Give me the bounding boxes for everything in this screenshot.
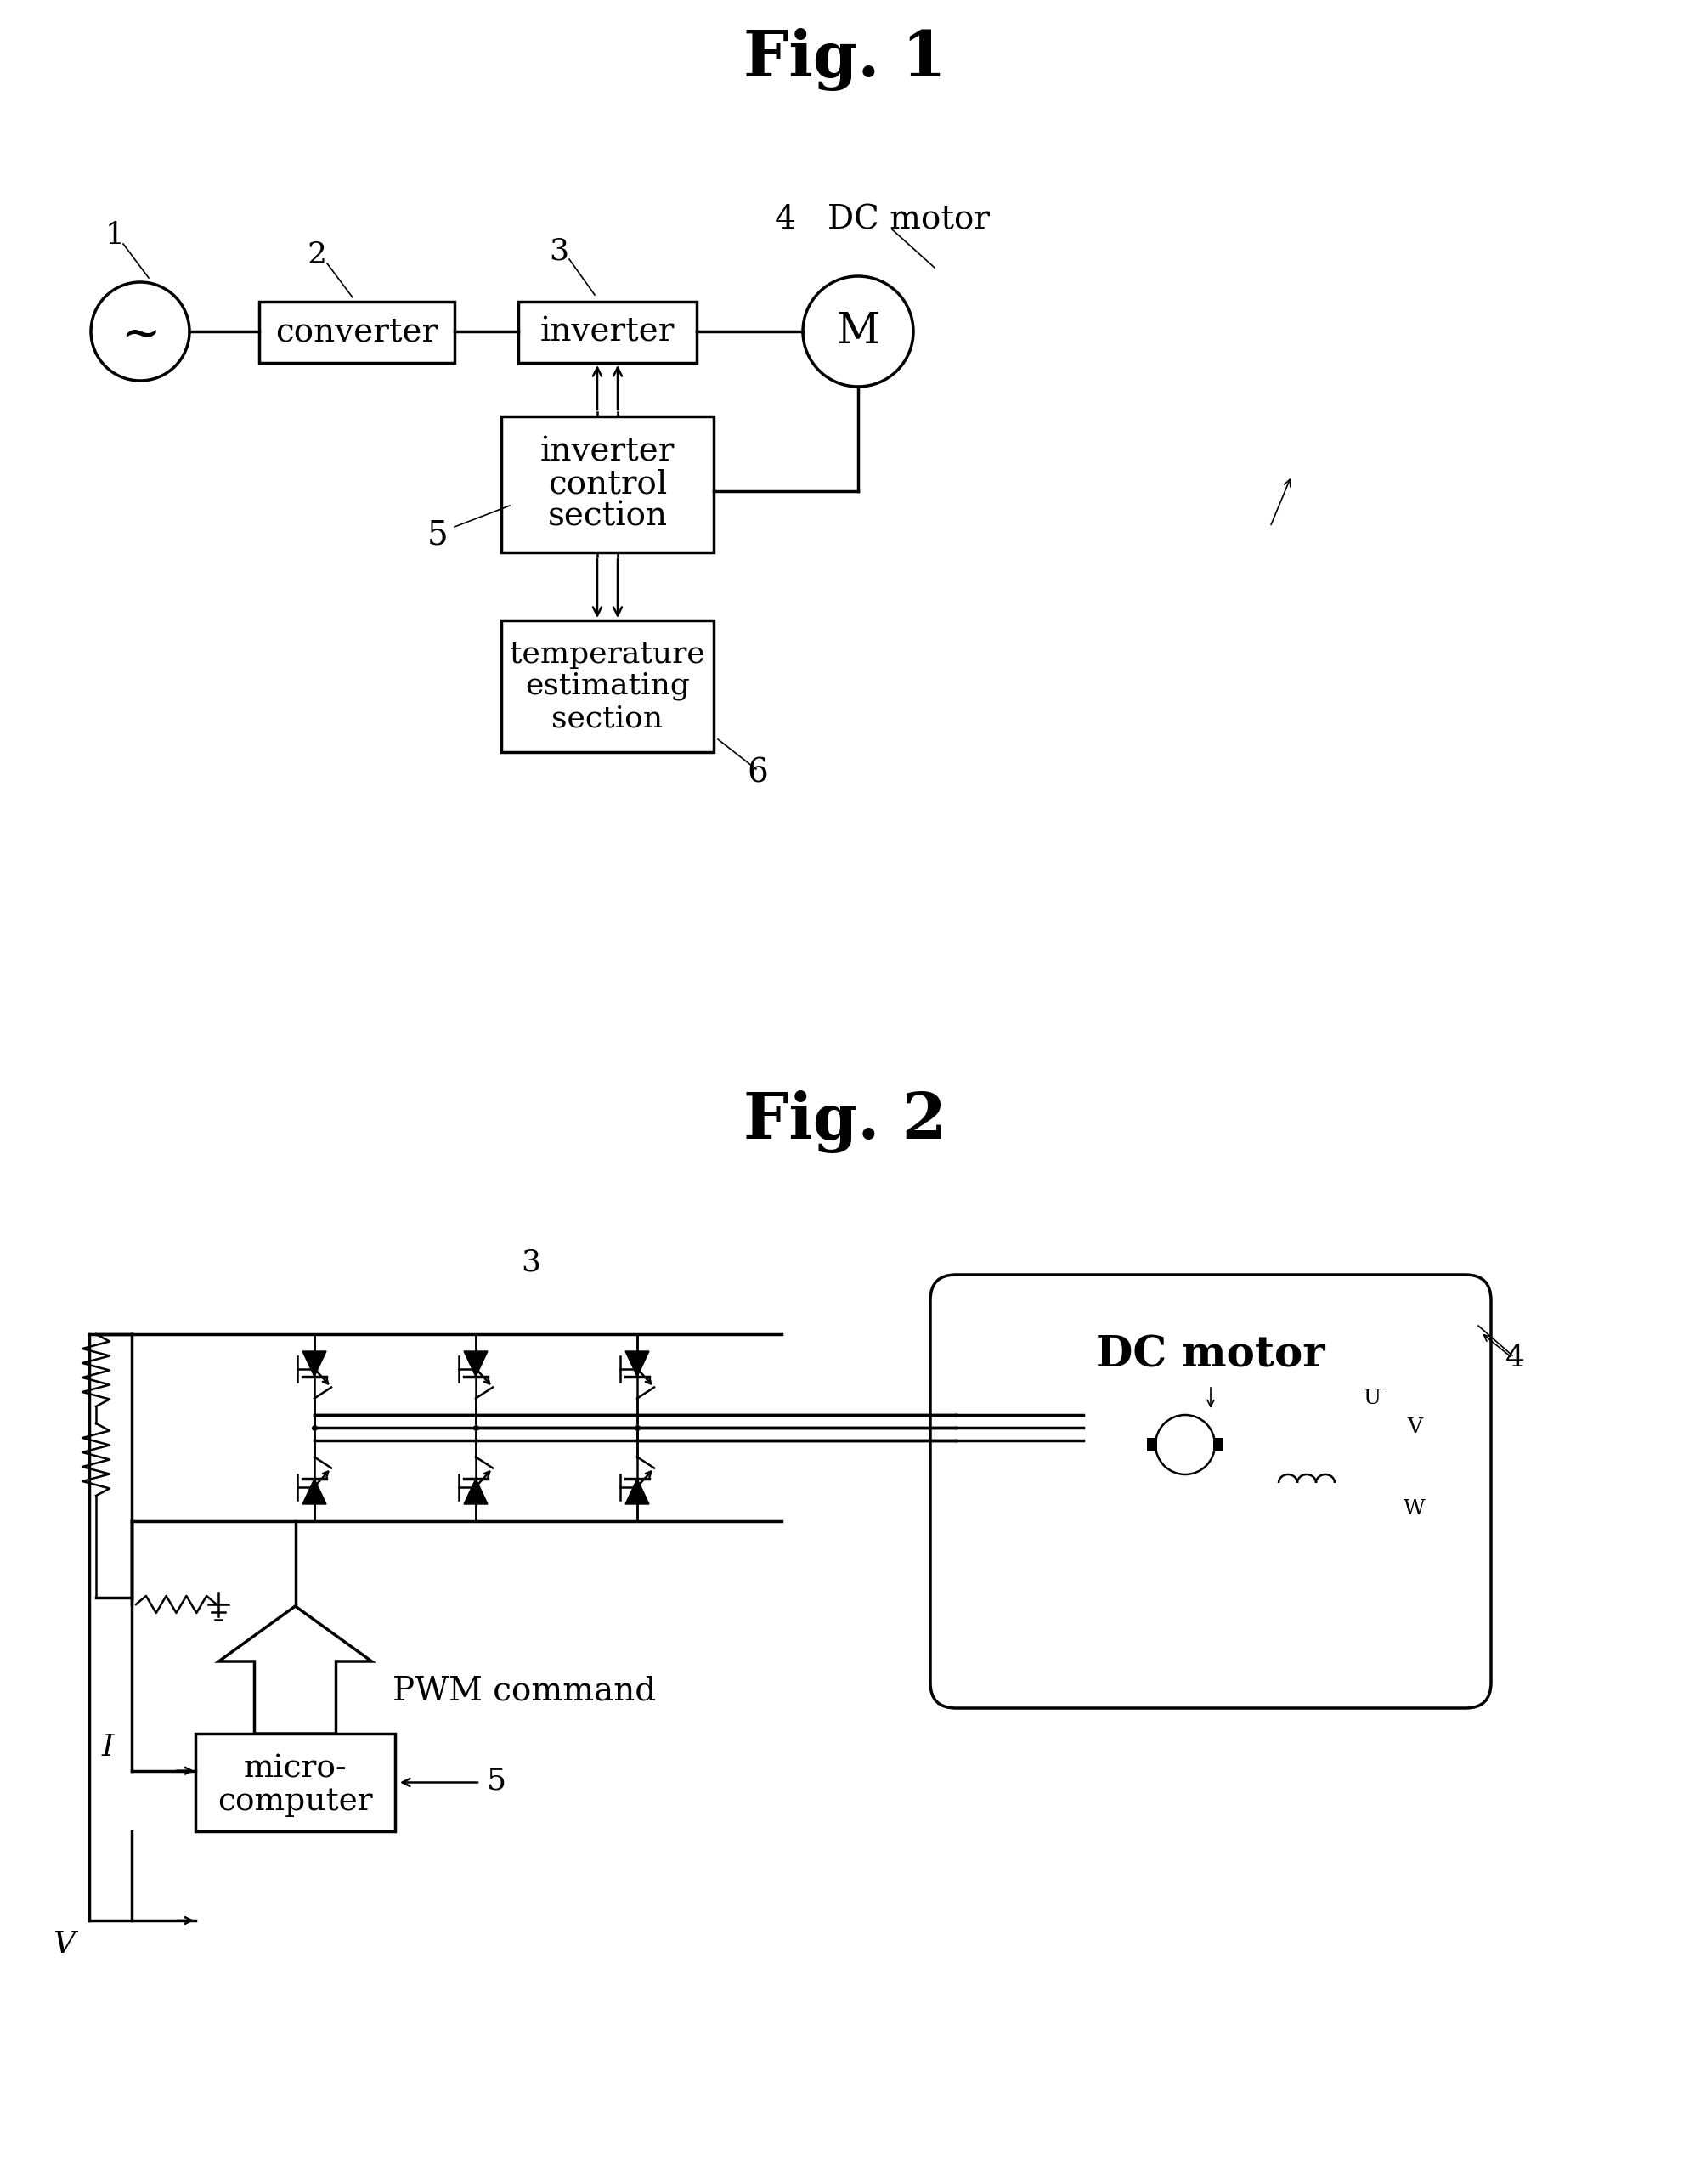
Text: computer: computer (218, 1787, 373, 1817)
Polygon shape (302, 1352, 326, 1376)
Text: V: V (1407, 1417, 1422, 1437)
Text: inverter: inverter (540, 317, 674, 347)
Circle shape (91, 282, 189, 380)
Text: Fig. 2: Fig. 2 (743, 1090, 946, 1153)
Bar (502, 620, 714, 751)
Text: M: M (836, 310, 880, 352)
Polygon shape (302, 1479, 326, 1505)
Text: inverter: inverter (540, 437, 674, 467)
Text: 5: 5 (427, 520, 448, 550)
Polygon shape (220, 1605, 372, 1734)
Text: 2: 2 (307, 240, 326, 269)
Text: DC motor: DC motor (1096, 1334, 1326, 1376)
Bar (519, 301, 696, 363)
Bar (196, 1734, 395, 1832)
Text: 4: 4 (1505, 1343, 1525, 1372)
Text: W: W (1404, 1498, 1426, 1518)
Polygon shape (625, 1352, 649, 1376)
Text: 3: 3 (522, 1247, 540, 1275)
Text: ~: ~ (120, 312, 160, 358)
Polygon shape (464, 1352, 488, 1376)
Text: Fig. 1: Fig. 1 (743, 28, 946, 92)
Bar (258, 301, 454, 363)
Bar (1147, 1437, 1157, 1452)
Text: 5: 5 (486, 1767, 507, 1795)
Text: section: section (552, 703, 664, 732)
Text: 1: 1 (105, 221, 125, 249)
Bar (1213, 1437, 1223, 1452)
Text: 4   DC motor: 4 DC motor (775, 205, 990, 236)
Polygon shape (464, 1479, 488, 1505)
Text: estimating: estimating (525, 670, 689, 701)
Text: micro-: micro- (243, 1754, 346, 1784)
Text: temperature: temperature (510, 640, 704, 668)
Bar (502, 417, 714, 553)
Text: 3: 3 (549, 236, 569, 264)
Text: section: section (547, 500, 667, 533)
Text: I: I (101, 1732, 113, 1760)
Circle shape (1155, 1415, 1214, 1474)
Text: converter: converter (275, 317, 437, 347)
Text: U: U (1363, 1389, 1382, 1409)
Text: PWM command: PWM command (394, 1675, 657, 1708)
FancyBboxPatch shape (931, 1275, 1491, 1708)
Text: control: control (547, 470, 667, 500)
Polygon shape (625, 1479, 649, 1505)
Text: V: V (52, 1931, 74, 1959)
Circle shape (802, 275, 914, 387)
Text: 6: 6 (747, 758, 768, 788)
